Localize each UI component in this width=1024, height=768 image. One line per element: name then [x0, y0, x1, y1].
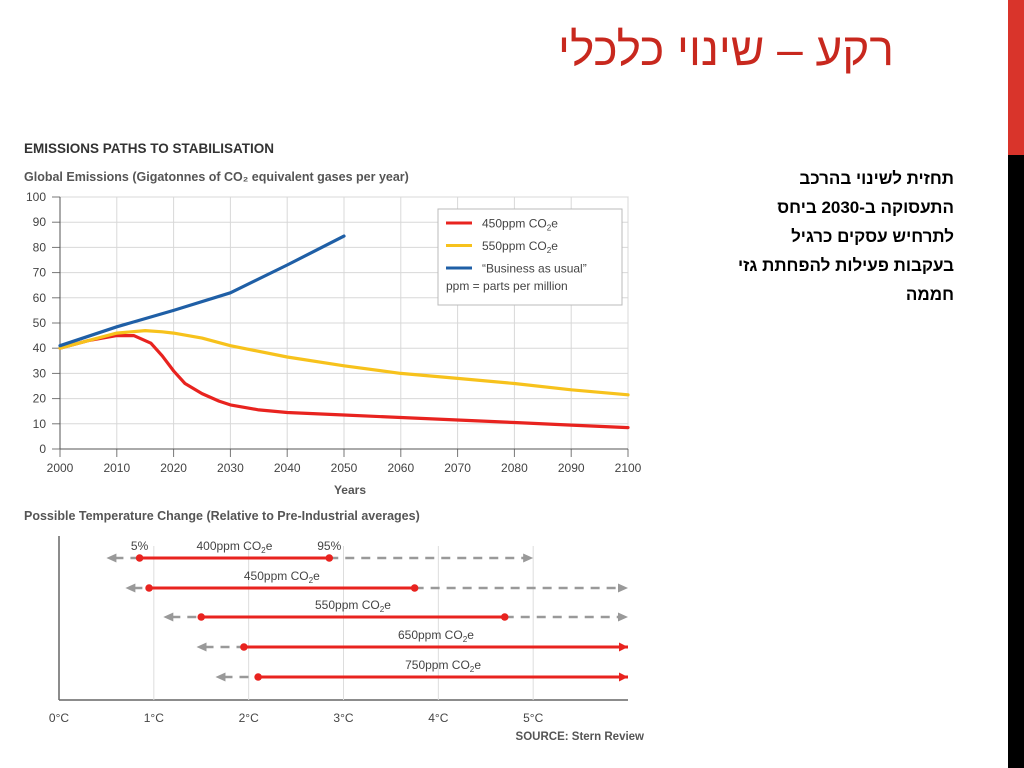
emissions-legend-box — [437, 208, 623, 306]
y-tick-label: 100 — [26, 190, 46, 204]
y-tick-label: 30 — [33, 366, 47, 380]
temp-range-dot-low — [145, 584, 153, 592]
y-tick-label: 90 — [33, 215, 47, 229]
x-tick-label: 2060 — [387, 461, 414, 475]
temp-row-1: 450ppm CO2e — [125, 569, 628, 593]
body-line: חממה — [905, 285, 954, 304]
temp-range-dot-low — [135, 554, 144, 562]
temp-x-tick-label: 2°C — [239, 711, 259, 725]
temp-range-dot-low — [197, 613, 206, 621]
temp-x-tick-label: 3°C — [333, 711, 353, 725]
temp-x-tick-label: 5°C — [523, 711, 543, 725]
body-line: לתרחיש עסקים כרגיל — [791, 227, 954, 246]
temp-range-dot-high — [410, 584, 419, 592]
temp-arrowhead-right — [523, 553, 534, 563]
body-line: התעסוקה ב-2030 ביחס — [777, 198, 954, 217]
temp-row-2: 550ppm CO2e — [163, 598, 628, 622]
slide-body-text: תחזית לשינוי בהרכב התעסוקה ב-2030 ביחס ל… — [644, 164, 954, 309]
y-tick-label: 40 — [33, 341, 47, 355]
y-tick-label: 70 — [33, 266, 47, 280]
temp-x-tick-label: 4°C — [428, 711, 448, 725]
x-tick-label: 2040 — [274, 461, 301, 475]
temp-row-label: 450ppm CO2e — [244, 569, 320, 585]
emissions-series-line-1 — [58, 329, 630, 397]
temp-arrowhead-left — [106, 553, 117, 563]
temp-row-label: 550ppm CO2e — [315, 598, 391, 614]
temp-range-dot-low — [254, 673, 262, 681]
emissions-series-line-0 — [58, 334, 630, 430]
temp-arrowhead-left — [163, 612, 174, 622]
x-tick-label: 2010 — [103, 461, 130, 475]
y-tick-label: 20 — [33, 392, 47, 406]
legend-label: “Business as usual” — [482, 262, 587, 276]
temp-row-4: 750ppm CO2e — [215, 658, 628, 682]
temp-range-dot-high — [325, 554, 334, 562]
temp-arrowhead-right — [618, 612, 628, 622]
side-bar-black — [1008, 155, 1024, 768]
x-tick-label: 2100 — [615, 461, 642, 475]
temp-arrowhead-red — [619, 672, 628, 682]
temp-x-tick-label: 1°C — [144, 711, 164, 725]
slide-title: רקע – שינוי כלכלי — [558, 23, 894, 75]
temp-arrowhead-left — [215, 672, 226, 682]
x-tick-label: 2020 — [160, 461, 187, 475]
y-tick-label: 0 — [39, 442, 46, 456]
temp-x-tick-label: 0°C — [49, 711, 69, 725]
x-tick-label: 2030 — [217, 461, 244, 475]
temp-row-3: 650ppm CO2e — [196, 628, 628, 652]
temp-arrowhead-left — [125, 583, 136, 593]
temp-range-dot-high — [500, 613, 509, 621]
emissions-chart-title: EMISSIONS PATHS TO STABILISATION — [24, 141, 274, 156]
temp-arrowhead-red — [619, 642, 628, 652]
legend-note: ppm = parts per million — [446, 279, 568, 293]
emissions-chart-subtitle: Global Emissions (Gigatonnes of CO₂ equi… — [24, 170, 409, 184]
emissions-x-axis-label: Years — [334, 483, 366, 497]
x-tick-label: 2070 — [444, 461, 471, 475]
source-credit: SOURCE: Stern Review — [516, 731, 645, 743]
y-tick-label: 60 — [33, 291, 47, 305]
side-bar-red — [1008, 0, 1024, 155]
temp-row-0: 400ppm CO2e 5% 95% — [106, 539, 534, 563]
temp-high-percent: 95% — [317, 539, 341, 553]
x-tick-label: 2090 — [558, 461, 585, 475]
legend-label: 550ppm CO2e — [482, 239, 558, 255]
y-tick-label: 10 — [33, 417, 47, 431]
y-tick-label: 80 — [33, 240, 47, 254]
x-tick-label: 2050 — [331, 461, 358, 475]
x-tick-label: 2080 — [501, 461, 528, 475]
temp-row-label: 650ppm CO2e — [398, 628, 474, 644]
x-tick-label: 2000 — [47, 461, 74, 475]
legend-label: 450ppm CO2e — [482, 217, 558, 233]
emissions-series-line-2 — [58, 234, 346, 348]
temp-row-label: 400ppm CO2e — [196, 539, 272, 555]
temp-low-percent: 5% — [131, 539, 149, 553]
body-line: בעקבות פעילות להפחתת גזי — [737, 256, 954, 275]
temp-row-label: 750ppm CO2e — [405, 658, 481, 674]
y-tick-label: 50 — [33, 316, 47, 330]
temperature-chart-title: Possible Temperature Change (Relative to… — [24, 509, 420, 523]
temp-arrowhead-left — [196, 642, 207, 652]
temp-range-dot-low — [240, 643, 248, 651]
body-line: תחזית לשינוי בהרכב — [799, 169, 954, 188]
temp-arrowhead-right — [618, 583, 628, 593]
